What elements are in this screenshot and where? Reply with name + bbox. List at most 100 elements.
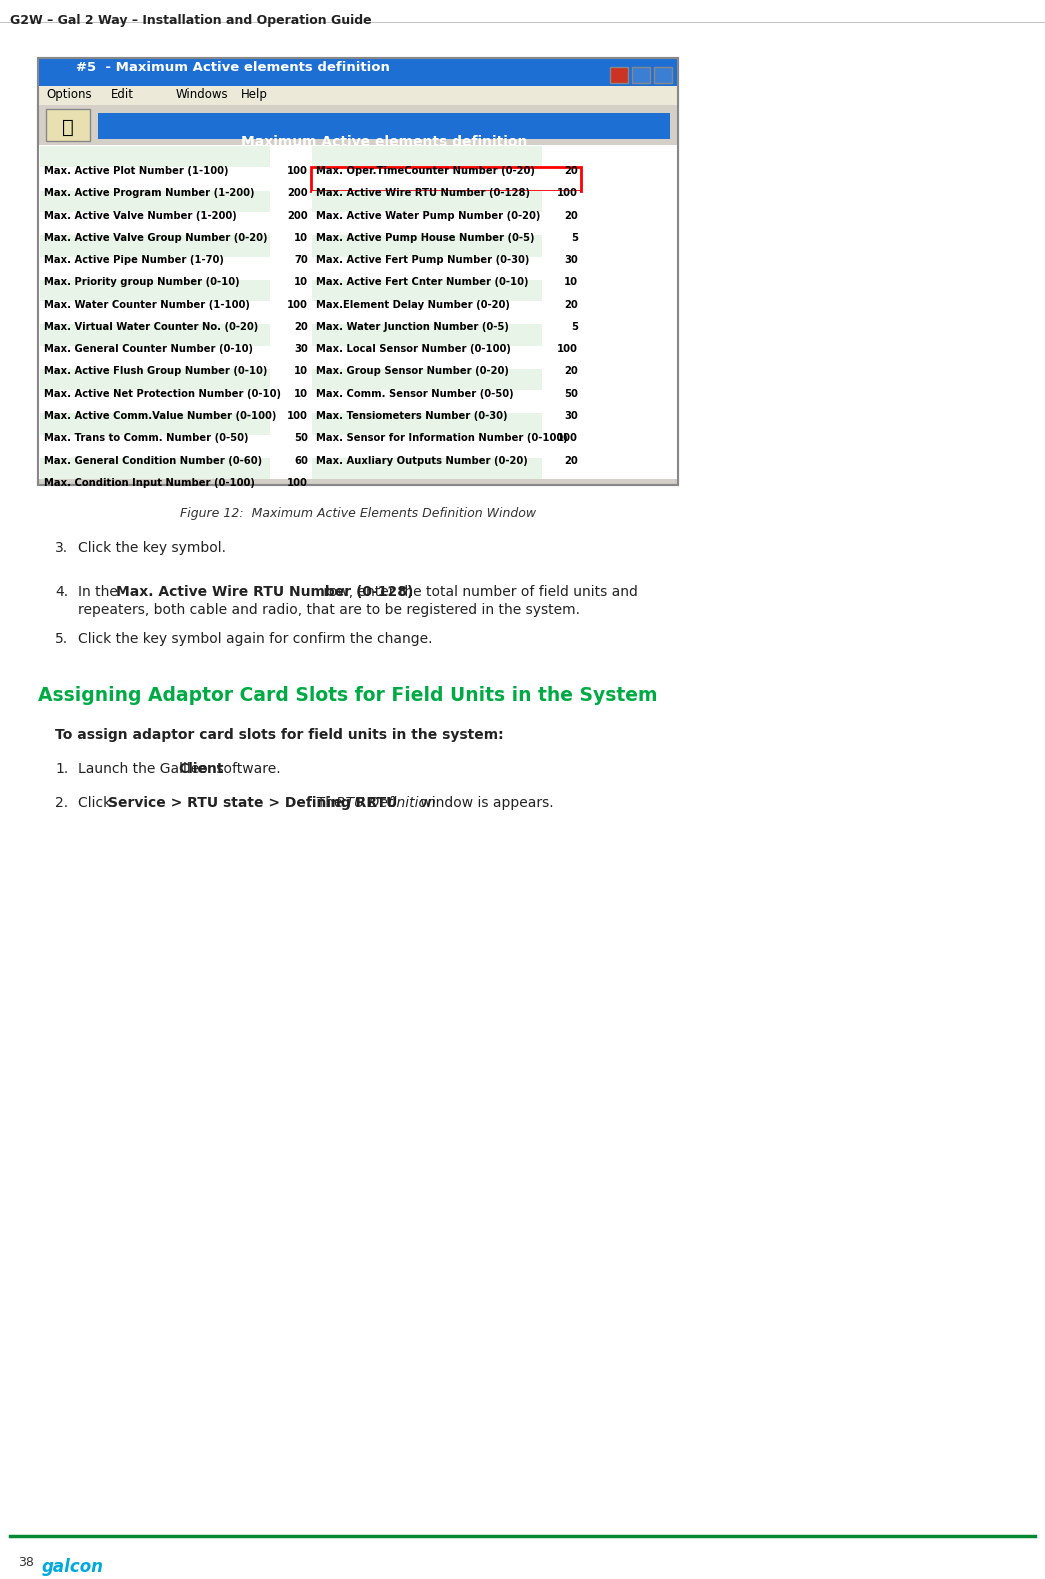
Text: Max. Active Water Pump Number (0-20): Max. Active Water Pump Number (0-20) <box>316 210 540 221</box>
Bar <box>312 191 542 212</box>
Text: Click: Click <box>78 796 116 810</box>
Bar <box>542 347 580 368</box>
Bar <box>270 169 310 189</box>
Text: Max. Active Wire RTU Number (0-128): Max. Active Wire RTU Number (0-128) <box>316 188 530 199</box>
Text: Service > RTU state > Defining RRTU: Service > RTU state > Defining RRTU <box>108 796 397 810</box>
Bar <box>542 302 580 324</box>
Text: Max. Active Valve Number (1-200): Max. Active Valve Number (1-200) <box>44 210 237 221</box>
Bar <box>46 109 90 141</box>
Bar <box>654 66 672 82</box>
Text: 4.: 4. <box>55 584 68 598</box>
Text: Launch the Galileo: Launch the Galileo <box>78 761 212 775</box>
Bar <box>542 213 580 234</box>
Text: 20: 20 <box>564 366 578 376</box>
Text: Max. Water Junction Number (0-5): Max. Water Junction Number (0-5) <box>316 322 509 332</box>
Text: software.: software. <box>212 761 281 775</box>
Text: galcon: galcon <box>42 1558 104 1576</box>
Text: 100: 100 <box>287 478 308 488</box>
Bar <box>312 369 542 390</box>
Bar <box>610 66 628 82</box>
Bar <box>38 58 678 485</box>
Bar <box>270 213 310 234</box>
Text: 20: 20 <box>564 456 578 466</box>
Bar <box>270 324 310 346</box>
Bar <box>40 436 270 456</box>
Text: 3.: 3. <box>55 542 68 554</box>
Text: Max. Priority group Number (0-10): Max. Priority group Number (0-10) <box>44 278 239 287</box>
Bar <box>312 169 542 189</box>
Text: Click the key symbol.: Click the key symbol. <box>78 542 226 554</box>
Bar <box>542 458 580 480</box>
Text: . The: . The <box>308 796 347 810</box>
Bar <box>270 147 310 167</box>
Bar <box>542 414 580 434</box>
Text: RTU Definition: RTU Definition <box>336 796 436 810</box>
Bar <box>312 279 542 302</box>
Text: Max. Virtual Water Counter No. (0-20): Max. Virtual Water Counter No. (0-20) <box>44 322 258 332</box>
Text: 30: 30 <box>564 256 578 265</box>
Text: Maximum Active elements definition: Maximum Active elements definition <box>240 136 527 150</box>
Text: Edit: Edit <box>111 87 134 101</box>
Bar <box>40 458 270 480</box>
Bar <box>312 458 542 480</box>
Bar <box>270 347 310 368</box>
Text: 200: 200 <box>287 188 308 199</box>
Text: 60: 60 <box>294 456 308 466</box>
Text: row, enter the total number of field units and: row, enter the total number of field uni… <box>319 584 637 598</box>
Bar <box>312 347 542 368</box>
Text: 30: 30 <box>295 344 308 354</box>
Text: #5  - Maximum Active elements definition: #5 - Maximum Active elements definition <box>76 60 390 74</box>
Text: 50: 50 <box>564 388 578 399</box>
Text: repeaters, both cable and radio, that are to be registered in the system.: repeaters, both cable and radio, that ar… <box>78 603 580 617</box>
Text: Max. Active Pipe Number (1-70): Max. Active Pipe Number (1-70) <box>44 256 224 265</box>
Text: 20: 20 <box>295 322 308 332</box>
Bar <box>542 191 580 212</box>
Bar <box>40 235 270 256</box>
Text: Max. General Counter Number (0-10): Max. General Counter Number (0-10) <box>44 344 253 354</box>
Text: 30: 30 <box>564 411 578 422</box>
Text: Max. Active Comm.Value Number (0-100): Max. Active Comm.Value Number (0-100) <box>44 411 276 422</box>
Text: 5.: 5. <box>55 633 68 646</box>
Text: 100: 100 <box>287 300 308 309</box>
Text: Windows: Windows <box>176 87 229 101</box>
Bar <box>542 369 580 390</box>
Text: Max. Comm. Sensor Number (0-50): Max. Comm. Sensor Number (0-50) <box>316 388 514 399</box>
Text: Max. Tensiometers Number (0-30): Max. Tensiometers Number (0-30) <box>316 411 508 422</box>
Bar <box>312 392 542 412</box>
Bar <box>40 169 270 189</box>
Bar <box>270 302 310 324</box>
Bar <box>542 324 580 346</box>
Text: Max. Active Valve Group Number (0-20): Max. Active Valve Group Number (0-20) <box>44 232 268 243</box>
Text: 5: 5 <box>571 322 578 332</box>
Text: Max. Active Fert Pump Number (0-30): Max. Active Fert Pump Number (0-30) <box>316 256 530 265</box>
Text: Max. Active Plot Number (1-100): Max. Active Plot Number (1-100) <box>44 166 229 175</box>
Text: 200: 200 <box>287 210 308 221</box>
Text: 10: 10 <box>294 232 308 243</box>
Bar <box>38 145 678 480</box>
Text: Assigning Adaptor Card Slots for Field Units in the System: Assigning Adaptor Card Slots for Field U… <box>38 687 657 706</box>
Bar <box>38 85 678 106</box>
Text: Max. Active Pump House Number (0-5): Max. Active Pump House Number (0-5) <box>316 232 534 243</box>
Text: 10: 10 <box>294 278 308 287</box>
Text: 20: 20 <box>564 166 578 175</box>
Bar <box>632 66 650 82</box>
Bar <box>270 436 310 456</box>
Bar <box>542 257 580 279</box>
Text: Max. Oper.TimeCounter Number (0-20): Max. Oper.TimeCounter Number (0-20) <box>316 166 535 175</box>
Bar <box>40 147 270 167</box>
Bar <box>542 235 580 256</box>
Bar <box>542 147 580 167</box>
Bar <box>270 257 310 279</box>
Bar <box>40 279 270 302</box>
Bar <box>40 302 270 324</box>
Bar <box>312 257 542 279</box>
Text: 5: 5 <box>571 232 578 243</box>
Text: Help: Help <box>241 87 268 101</box>
Text: Max. Condition Input Number (0-100): Max. Condition Input Number (0-100) <box>44 478 255 488</box>
Bar <box>542 279 580 302</box>
Text: 1.: 1. <box>55 761 68 775</box>
Bar <box>542 392 580 412</box>
Text: 50: 50 <box>294 433 308 444</box>
Text: Max. Active Wire RTU Number (0-128): Max. Active Wire RTU Number (0-128) <box>116 584 414 598</box>
Bar <box>38 58 678 85</box>
